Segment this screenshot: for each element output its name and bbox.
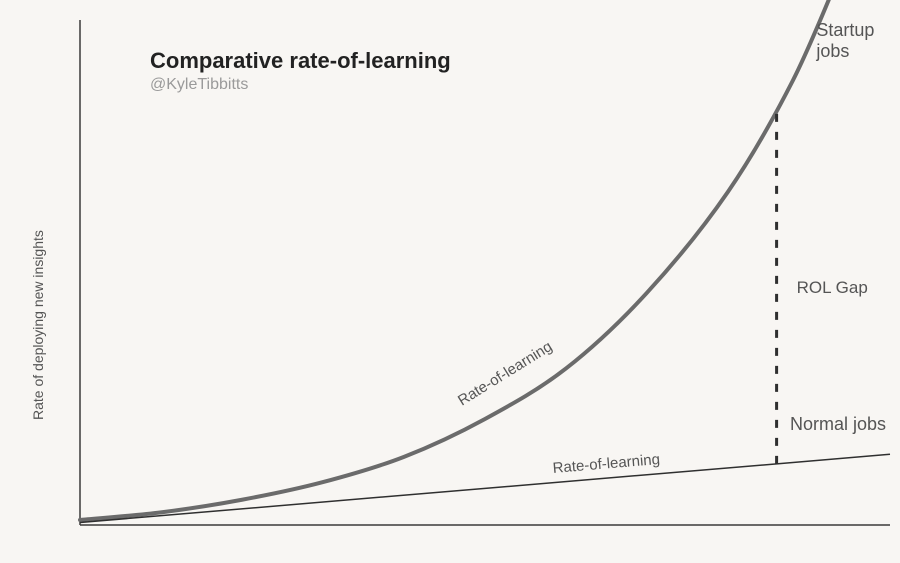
- normal-line: [80, 454, 890, 522]
- rol-gap-label: ROL Gap: [797, 278, 868, 298]
- chart-subtitle: @KyleTibbitts: [150, 76, 248, 94]
- chart-title: Comparative rate-of-learning: [150, 48, 451, 74]
- chart-container: Comparative rate-of-learning @KyleTibbit…: [0, 0, 900, 563]
- startup-series-label: Startup jobs: [816, 20, 900, 62]
- y-axis-label: Rate of deploying new insights: [30, 230, 46, 420]
- normal-series-label: Normal jobs: [790, 414, 886, 435]
- chart-svg: [0, 0, 900, 563]
